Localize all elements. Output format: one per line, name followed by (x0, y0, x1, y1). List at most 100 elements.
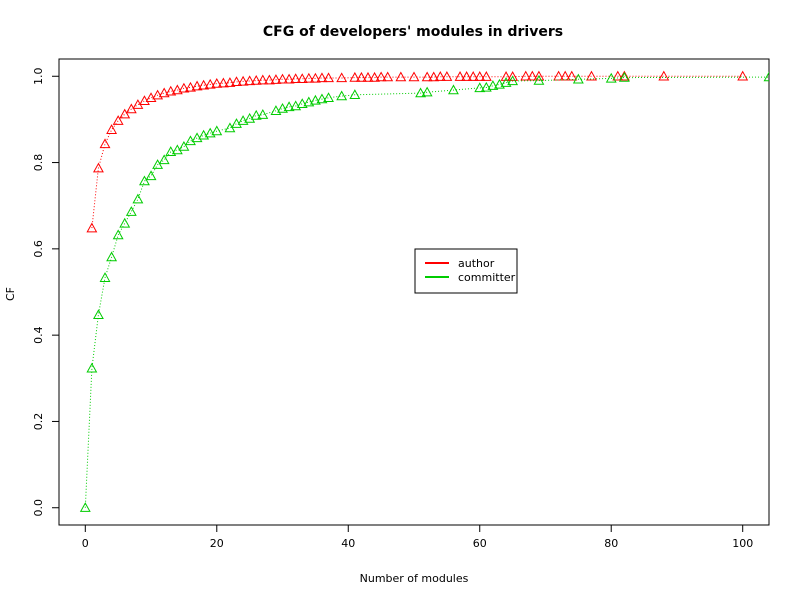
committer-point (158, 154, 170, 165)
author-point (290, 73, 302, 84)
committer-point (283, 101, 295, 112)
committer-point (572, 73, 584, 84)
y-tick-label: 0.0 (32, 499, 45, 516)
author-point (283, 73, 295, 84)
committer-point (211, 125, 223, 136)
series-author (86, 70, 749, 233)
author-point (296, 73, 308, 84)
committer-point (618, 71, 630, 82)
author-point (375, 71, 387, 82)
author-point (237, 75, 249, 86)
author-point (737, 70, 749, 81)
author-point (355, 71, 367, 82)
author-point (461, 71, 473, 81)
committer-point (421, 86, 433, 97)
legend-label-author: author (458, 257, 495, 270)
author-point (408, 71, 420, 82)
author-point (658, 70, 670, 81)
x-tick-label: 40 (341, 537, 355, 550)
author-point (441, 71, 453, 81)
author-point (566, 70, 578, 81)
x-axis: 0 20 40 60 80 100 (82, 524, 753, 550)
author-point (336, 72, 348, 83)
committer-point (533, 74, 545, 85)
author-point (303, 72, 315, 83)
author-point (158, 87, 170, 98)
author-point (316, 72, 328, 83)
chart-title: CFG of developers' modules in drivers (263, 24, 563, 40)
author-point (507, 71, 519, 81)
committer-point (112, 229, 124, 240)
committer-point (500, 77, 512, 87)
y-tick-label: 0.6 (32, 240, 45, 258)
author-point (559, 70, 571, 81)
author-point (119, 108, 131, 119)
author-point (224, 77, 236, 87)
committer-point (99, 272, 111, 282)
committer-point (507, 75, 519, 86)
author-point (217, 77, 229, 88)
committer-point (447, 84, 459, 95)
author-point (106, 124, 118, 134)
y-tick-label: 0.8 (32, 154, 45, 172)
committer-point (152, 159, 164, 169)
author-point (533, 70, 545, 81)
legend-box (414, 248, 518, 294)
committer-point (290, 100, 302, 111)
author-point (421, 71, 433, 82)
committer-point (494, 78, 505, 89)
committer-point (250, 109, 262, 120)
committer-point (139, 175, 150, 186)
author-point (270, 74, 282, 84)
committer-point (605, 72, 617, 83)
y-tick-label: 1.0 (32, 68, 45, 86)
committer-point (132, 193, 144, 204)
author-point (185, 81, 196, 92)
x-tick-label: 20 (210, 537, 224, 550)
x-tick-label: 0 (82, 537, 89, 550)
author-point (323, 72, 334, 83)
author-point (263, 74, 275, 85)
author-point (395, 71, 407, 82)
author-point (191, 80, 203, 91)
author-point (454, 71, 466, 81)
committer-point (323, 92, 334, 103)
author-point (165, 85, 177, 96)
committer-point (86, 362, 98, 373)
x-axis-label: Number of modules (360, 572, 469, 585)
committer-point (198, 129, 210, 140)
committer-point (79, 502, 91, 512)
committer-point (303, 96, 315, 107)
author-point (362, 71, 374, 82)
committer-point (92, 309, 104, 320)
y-tick-label: 0.4 (32, 326, 45, 344)
y-tick-label: 0.2 (32, 413, 45, 431)
x-tick-label: 100 (732, 537, 753, 550)
series-committer (79, 71, 769, 512)
x-tick-label: 80 (604, 537, 618, 550)
committer-point (125, 206, 137, 216)
committer-point (480, 81, 492, 92)
x-tick-label: 60 (473, 537, 487, 550)
y-axis: 0.0 0.2 0.4 0.6 0.8 1.0 (32, 68, 60, 516)
committer-point (165, 146, 177, 156)
author-point (171, 84, 183, 95)
author-point (434, 71, 446, 81)
legend-label-committer: committer (458, 271, 516, 284)
author-point (178, 82, 190, 93)
author-point (152, 89, 164, 100)
author-point (526, 70, 538, 81)
author-point (277, 73, 288, 84)
author-point (198, 79, 210, 90)
author-point (99, 138, 111, 149)
author-point (211, 77, 223, 88)
committer-point (309, 94, 321, 105)
committer-point (257, 109, 269, 119)
series-layer (79, 70, 769, 512)
author-point (586, 70, 597, 81)
author-point (480, 71, 492, 81)
author-point (467, 71, 479, 81)
